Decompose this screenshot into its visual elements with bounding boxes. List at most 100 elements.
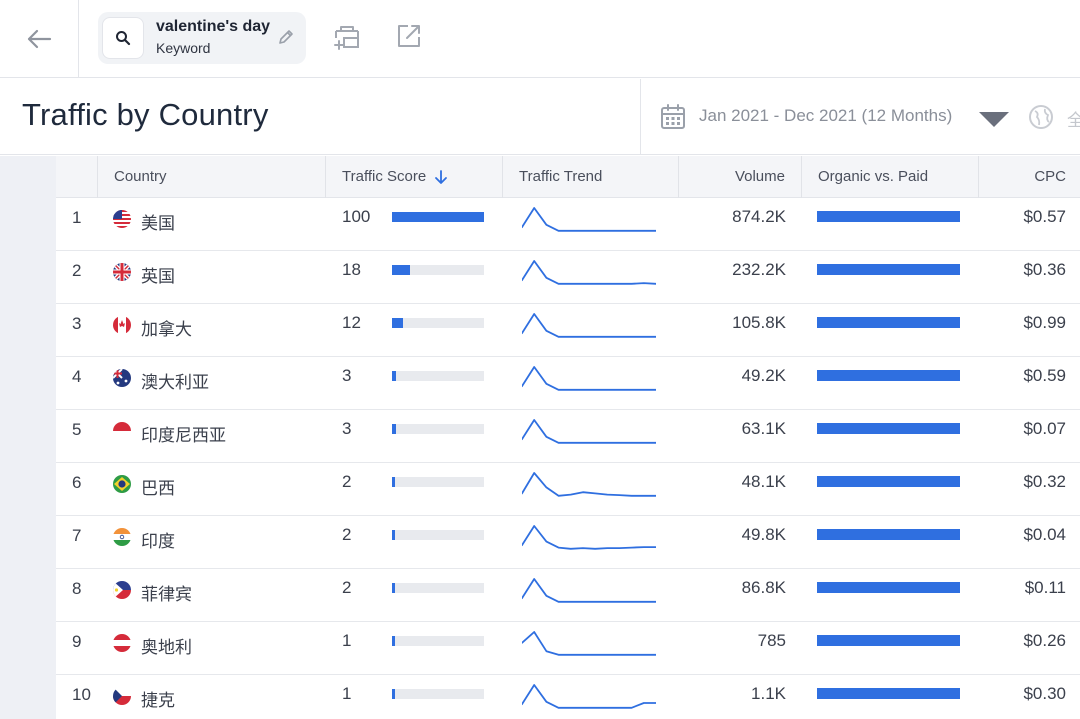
column-header-cpc[interactable]: CPC (978, 156, 1080, 198)
row-rank: 9 (72, 632, 82, 651)
page-title: Traffic by Country (22, 97, 269, 132)
traffic-trend-sparkline (522, 207, 656, 232)
country-name[interactable]: 美国 (141, 214, 175, 233)
indonesia-flag-icon (113, 422, 131, 440)
organic-vs-paid-bar (817, 264, 960, 275)
traffic-score: 3 (342, 419, 352, 438)
globe-icon[interactable] (1027, 103, 1055, 131)
country-name[interactable]: 捷克 (141, 691, 175, 710)
traffic-score-bar-fill (392, 424, 396, 434)
traffic-score-bar (392, 477, 484, 487)
table-row[interactable]: 7 印度 2 49.8K $0.04 (56, 516, 1080, 569)
traffic-score: 2 (342, 472, 352, 491)
pencil-icon[interactable] (276, 27, 296, 47)
cpc-value: $0.26 (1023, 631, 1066, 650)
traffic-trend-sparkline (522, 631, 656, 656)
traffic-table: Country Traffic Score Traffic Trend Volu… (0, 156, 1080, 719)
table-row[interactable]: 8 菲律宾 2 86.8K $0.11 (56, 569, 1080, 622)
traffic-score-bar (392, 424, 484, 434)
search-volume: 63.1K (741, 419, 786, 438)
search-volume: 1.1K (751, 684, 786, 703)
calendar-icon (661, 104, 685, 129)
canada-flag-icon (113, 316, 131, 334)
column-header-traffic-trend[interactable]: Traffic Trend (502, 156, 679, 198)
top-bar: valentine's day Keyword (0, 0, 1080, 78)
organic-vs-paid-bar (817, 688, 960, 699)
traffic-score-bar-fill (392, 265, 410, 275)
region-label: 全 (1067, 111, 1080, 130)
traffic-score-bar (392, 265, 484, 275)
table-row[interactable]: 4 澳大利亚 3 49.2K $0.59 (56, 357, 1080, 410)
keyword-search-button[interactable] (102, 17, 144, 59)
table-row[interactable]: 9 奥地利 1 785 $0.26 (56, 622, 1080, 675)
traffic-score-bar-fill (392, 636, 395, 646)
czech-flag-icon (113, 687, 131, 705)
date-range-selector[interactable]: Jan 2021 - Dec 2021 (12 Months) 全 (640, 79, 1080, 155)
table-row[interactable]: 2 英国 18 232.2K $0.36 (56, 251, 1080, 304)
row-rank: 8 (72, 579, 82, 598)
cpc-value: $0.04 (1023, 525, 1066, 544)
country-name[interactable]: 菲律宾 (141, 585, 192, 604)
organic-vs-paid-bar (817, 635, 960, 646)
search-volume: 49.8K (741, 525, 786, 544)
row-rank: 10 (72, 685, 91, 704)
cpc-value: $0.57 (1023, 207, 1066, 226)
country-name[interactable]: 澳大利亚 (141, 373, 209, 392)
column-header-volume[interactable]: Volume (678, 156, 801, 198)
back-button[interactable] (0, 0, 79, 78)
traffic-score-bar-fill (392, 583, 395, 593)
keyword-chip[interactable]: valentine's day Keyword (98, 12, 306, 64)
traffic-score-bar-fill (392, 530, 395, 540)
left-gutter (0, 156, 56, 719)
row-rank: 4 (72, 367, 82, 386)
search-volume: 874.2K (732, 207, 786, 226)
date-range-text: Jan 2021 - Dec 2021 (12 Months) (699, 106, 953, 125)
country-name[interactable]: 英国 (141, 267, 175, 286)
row-rank: 2 (72, 261, 82, 280)
organic-vs-paid-bar (817, 370, 960, 381)
table-header-row: Country Traffic Score Traffic Trend Volu… (56, 156, 1080, 198)
organic-vs-paid-bar (817, 476, 960, 487)
column-header-country[interactable]: Country (97, 156, 326, 198)
traffic-score-bar (392, 212, 484, 222)
traffic-trend-sparkline (522, 313, 656, 338)
table-row[interactable]: 3 加拿大 12 105.8K $0.99 (56, 304, 1080, 357)
traffic-score: 1 (342, 684, 352, 703)
traffic-score: 2 (342, 578, 352, 597)
organic-vs-paid-bar (817, 582, 960, 593)
traffic-score-bar (392, 689, 484, 699)
philippines-flag-icon (113, 581, 131, 599)
traffic-trend-sparkline (522, 366, 656, 391)
page-header: Traffic by Country Jan 2021 - Dec 2021 (… (0, 79, 1080, 155)
back-arrow-icon (27, 29, 52, 49)
search-volume: 105.8K (732, 313, 786, 332)
country-name[interactable]: 奥地利 (141, 638, 192, 657)
search-volume: 785 (757, 631, 786, 650)
add-to-list-icon[interactable] (332, 22, 362, 52)
country-name[interactable]: 巴西 (141, 479, 175, 498)
column-header-organic-vs-paid[interactable]: Organic vs. Paid (801, 156, 979, 198)
table-row[interactable]: 10 捷克 1 1.1K $0.30 (56, 675, 1080, 719)
organic-vs-paid-bar (817, 529, 960, 540)
row-rank: 6 (72, 473, 82, 492)
brazil-flag-icon (113, 475, 131, 493)
country-name[interactable]: 印度尼西亚 (141, 426, 226, 445)
column-header-traffic-score[interactable]: Traffic Score (325, 156, 503, 198)
table-row[interactable]: 6 巴西 2 48.1K $0.32 (56, 463, 1080, 516)
cpc-value: $0.99 (1023, 313, 1066, 332)
sort-down-arrow-icon[interactable] (434, 169, 448, 185)
traffic-score-bar-fill (392, 212, 484, 222)
open-external-icon[interactable] (395, 22, 423, 50)
cpc-value: $0.59 (1023, 366, 1066, 385)
organic-vs-paid-bar (817, 423, 960, 434)
table-row[interactable]: 5 印度尼西亚 3 63.1K $0.07 (56, 410, 1080, 463)
chevron-down-icon[interactable] (979, 112, 1009, 127)
table-row[interactable]: 1 美国 100 874.2K $0.57 (56, 198, 1080, 251)
traffic-trend-sparkline (522, 419, 656, 444)
country-name[interactable]: 印度 (141, 532, 175, 551)
traffic-score: 2 (342, 525, 352, 544)
search-volume: 232.2K (732, 260, 786, 279)
country-name[interactable]: 加拿大 (141, 320, 192, 339)
traffic-score-bar-fill (392, 371, 396, 381)
organic-vs-paid-bar (817, 211, 960, 222)
